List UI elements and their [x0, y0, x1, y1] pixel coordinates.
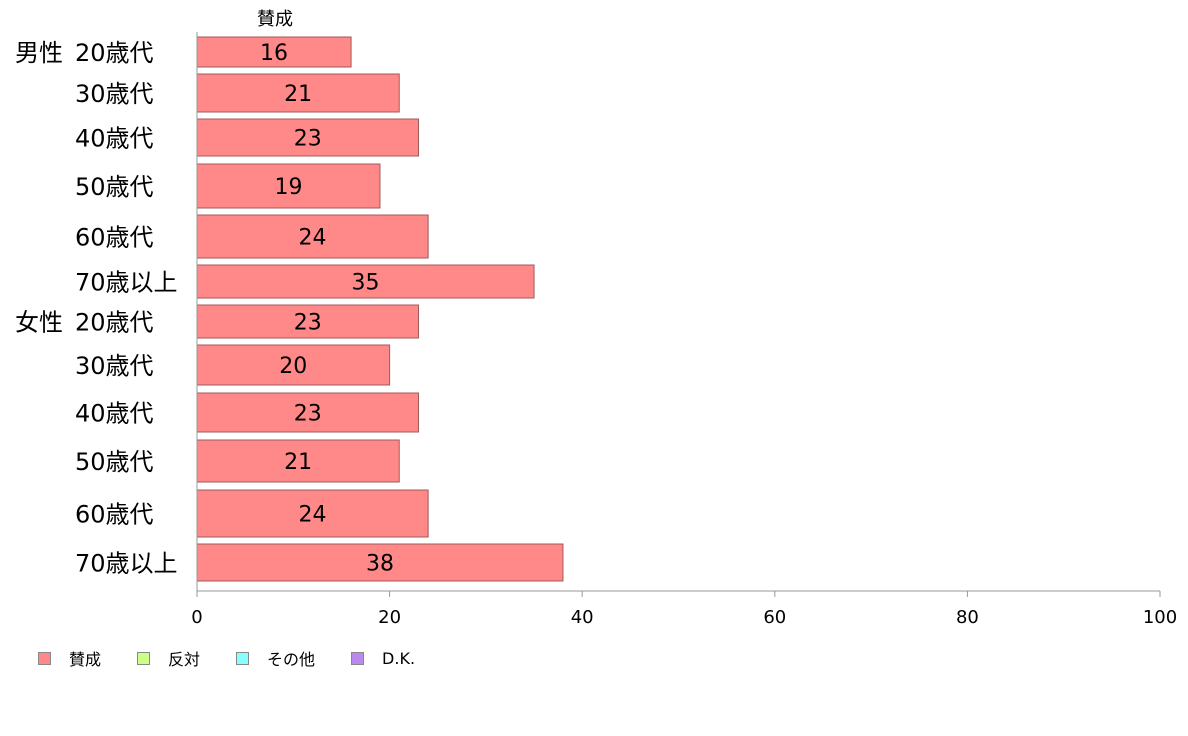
- legend-label-dk: D.K.: [382, 648, 416, 668]
- category-label: 20歳代: [75, 309, 154, 337]
- category-label: 50歳代: [75, 448, 154, 476]
- category-label: 40歳代: [75, 125, 154, 153]
- category-label: 30歳代: [75, 80, 154, 108]
- data-label: 38: [366, 552, 394, 577]
- bar: [196, 214, 429, 259]
- legend-swatch-other: [236, 651, 250, 665]
- bar: [196, 304, 419, 339]
- bar-chart: 賛成 16 20歳代 21 30歳代 23 40歳代 19 50歳代 24 60歳代 35 70歳以上 2…: [15, 9, 1177, 628]
- x-tick-label: 80: [956, 607, 979, 628]
- bar: [196, 163, 381, 209]
- category-label: 60歳代: [75, 224, 154, 252]
- x-tick-label: 0: [191, 607, 202, 628]
- legend-swatch-dk: [351, 651, 365, 665]
- data-label: 24: [299, 503, 327, 528]
- x-tick-label: 40: [571, 607, 594, 628]
- data-label: 19: [274, 175, 302, 200]
- legend-item-other: その他: [236, 646, 315, 670]
- legend-swatch-disagree: [137, 651, 151, 665]
- category-label: 30歳代: [75, 352, 154, 380]
- legend-item-disagree: 反対: [137, 646, 200, 670]
- category-label: 60歳代: [75, 501, 154, 529]
- category-label: 70歳以上: [75, 550, 178, 578]
- legend-label-agree: 賛成: [69, 650, 102, 669]
- category-label: 70歳以上: [75, 269, 178, 297]
- bar: [196, 489, 429, 538]
- legend-swatch-agree: [38, 651, 51, 665]
- data-label: 23: [294, 127, 322, 152]
- category-label: 40歳代: [75, 400, 154, 428]
- bar: [196, 36, 352, 68]
- legend-item-agree: 賛成: [38, 646, 101, 670]
- group-label: 男性: [15, 39, 63, 67]
- data-label: 23: [294, 402, 322, 427]
- bar: [196, 439, 400, 483]
- bar: [196, 543, 564, 582]
- legend-label-disagree: 反対: [168, 650, 201, 669]
- data-label: 16: [260, 41, 288, 66]
- legend-label-other: その他: [267, 650, 316, 669]
- x-tick-label: 20: [378, 607, 401, 628]
- x-tick-label: 60: [763, 607, 786, 628]
- bar: [196, 73, 400, 113]
- category-label: 50歳代: [75, 173, 154, 201]
- x-tick-label: 100: [1143, 607, 1177, 628]
- data-label: 21: [284, 82, 312, 107]
- legend: 賛成 反対 その他 D.K.: [38, 646, 451, 670]
- top-series-label: 賛成: [257, 9, 293, 30]
- legend-item-dk: D.K.: [351, 649, 415, 668]
- category-label: 20歳代: [75, 39, 154, 67]
- bar: [196, 118, 419, 157]
- data-label: 21: [284, 450, 312, 475]
- data-label: 24: [299, 226, 327, 251]
- data-label: 20: [279, 354, 307, 379]
- group-label: 女性: [15, 309, 63, 337]
- data-label: 23: [294, 311, 322, 336]
- data-label: 35: [352, 271, 380, 296]
